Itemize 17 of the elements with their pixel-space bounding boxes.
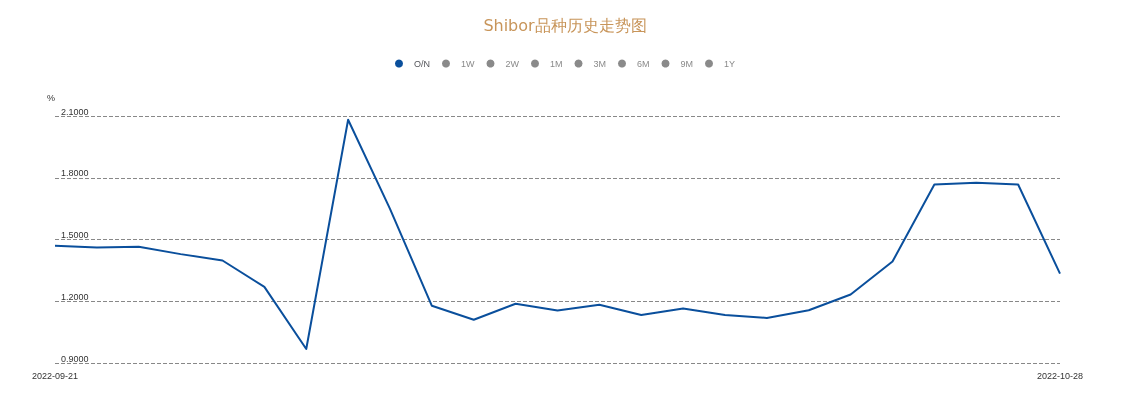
y-tick-label: 1.5000 <box>61 230 89 240</box>
legend-label: O/N <box>413 58 431 69</box>
legend-label: 1M <box>549 58 563 69</box>
y-axis-title: % <box>46 92 55 103</box>
y-tick-label: 1.8000 <box>61 168 89 179</box>
legend-label: 3M <box>593 58 607 69</box>
y-tick-label: 1.2000 <box>61 291 89 302</box>
legend-label: 2W <box>505 58 520 69</box>
legend-label: 6M <box>637 58 650 69</box>
x-tick-label: 2022-10-28 <box>1036 370 1084 381</box>
x-tick-label: 2022-09-21 <box>31 370 79 381</box>
chart-title: Shibor品种历史走势图 <box>483 15 647 35</box>
y-tick-label: 2.1000 <box>61 106 89 117</box>
legend-label: 1W <box>460 58 475 69</box>
legend-label: 9M <box>680 58 694 69</box>
legend-label: 1Y <box>724 58 736 69</box>
y-tick-label: 0.9000 <box>61 353 89 364</box>
